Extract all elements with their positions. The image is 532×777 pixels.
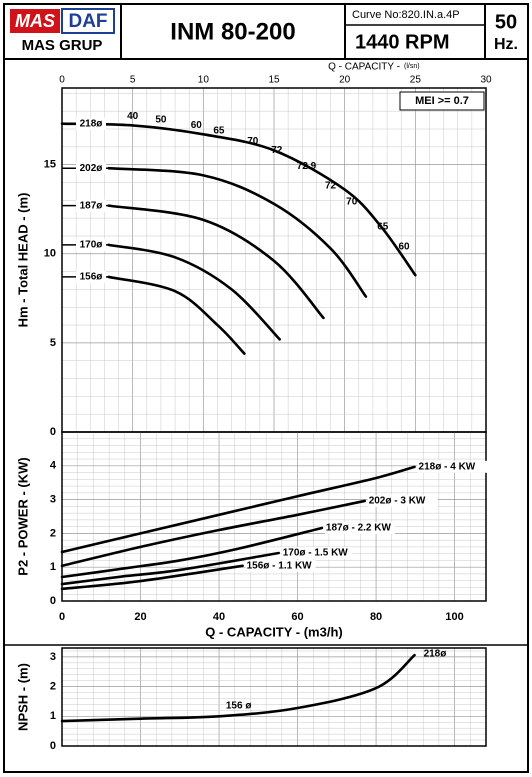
series-label: 170ø - 1.5 KW — [283, 548, 349, 559]
y-tick-label: 2 — [50, 527, 56, 539]
plot-frame — [61, 431, 487, 602]
badge: MEI >= 0.7 — [415, 95, 469, 107]
series-label: 202ø - 3 KW — [369, 496, 426, 507]
x-tick-label: 15 — [268, 75, 280, 86]
x-axis-unit: (l/sn) — [404, 63, 420, 70]
y-tick-label: 2 — [50, 681, 56, 693]
curve — [60, 653, 416, 723]
series-label: 187ø - 2.2 KW — [326, 523, 392, 534]
brand-right-box — [61, 8, 115, 34]
label-bg — [417, 460, 488, 473]
x-tick-label: 80 — [370, 611, 382, 623]
y-tick-label: 1 — [50, 710, 56, 722]
y-tick-label: 0 — [50, 595, 56, 607]
curve — [60, 122, 417, 277]
x-tick-label: 100 — [445, 611, 463, 623]
x-axis-label: Q - CAPACITY - (m3/h) — [205, 624, 342, 639]
curve — [60, 526, 324, 579]
label-bg — [76, 238, 106, 251]
y-tick-label: 3 — [50, 651, 56, 663]
efficiency-label: 50 — [155, 115, 167, 126]
label-bg — [76, 270, 106, 283]
hz-value: 50 — [495, 11, 517, 33]
efficiency-label: 60 — [191, 120, 203, 131]
y-tick-label: 1 — [50, 561, 56, 573]
brand-right: DAF — [68, 11, 107, 32]
curve — [107, 275, 246, 355]
efficiency-label: 72.9 — [297, 161, 317, 172]
series-label: 218ø - 4 KW — [419, 461, 476, 472]
efficiency-label: 70 — [346, 197, 358, 208]
hz-unit: Hz. — [494, 36, 518, 53]
x-tick-label: 0 — [59, 75, 65, 86]
y-axis-label: Hm - Total HEAD - (m) — [15, 193, 30, 328]
brand-left-box — [10, 9, 60, 33]
x-tick-label: 20 — [134, 611, 146, 623]
curve — [60, 551, 281, 586]
x-tick-label: 60 — [291, 611, 303, 623]
label-bg — [367, 494, 438, 507]
label-bg — [76, 199, 106, 212]
efficiency-label: 72 — [325, 181, 337, 192]
series-label: 218ø — [80, 118, 104, 129]
badge-box — [399, 91, 485, 111]
efficiency-label: 72 — [271, 145, 283, 156]
curve — [107, 243, 281, 341]
x-tick-label: 30 — [480, 75, 492, 86]
efficiency-label: 40 — [127, 111, 139, 122]
efficiency-label: 65 — [377, 222, 389, 233]
brand-bottom: MAS GRUP — [22, 37, 103, 54]
efficiency-label: 60 — [398, 241, 410, 252]
brand-left: MAS — [15, 11, 55, 31]
label-bg — [245, 559, 316, 572]
x-tick-label: 0 — [59, 611, 65, 623]
x-tick-label: 25 — [410, 75, 422, 86]
curve — [107, 204, 325, 320]
curve — [60, 465, 416, 554]
x-axis-label: Q - CAPACITY - — [328, 62, 400, 73]
y-tick-label: 5 — [50, 337, 56, 349]
efficiency-label: 65 — [213, 125, 225, 136]
curve — [107, 166, 368, 298]
title: INM 80-200 — [170, 18, 295, 45]
y-axis-label: P2 - POWER - (KW) — [15, 457, 30, 575]
label-bg — [324, 521, 395, 534]
series-label: 156ø - 1.1 KW — [247, 560, 313, 571]
label-bg — [76, 117, 106, 130]
series-label: 170ø — [80, 239, 104, 250]
y-tick-label: 3 — [50, 494, 56, 506]
curve-no: Curve No:820.IN.a.4P — [352, 9, 460, 21]
series-label: 187ø — [80, 200, 104, 211]
series-label: 156ø — [80, 272, 104, 283]
rpm: 1440 RPM — [355, 31, 450, 53]
y-axis-label: NPSH - (m) — [15, 663, 30, 731]
series-label: 202ø — [80, 163, 104, 174]
y-tick-label: 4 — [50, 460, 57, 472]
x-tick-label: 20 — [339, 75, 351, 86]
plot-frame — [61, 647, 487, 747]
label-bg — [281, 547, 352, 560]
y-tick-label: 15 — [44, 159, 56, 171]
curve — [60, 564, 244, 591]
curve — [60, 499, 366, 568]
y-tick-label: 10 — [44, 248, 56, 260]
x-tick-label: 5 — [130, 75, 136, 86]
annotation: 218ø — [424, 649, 448, 660]
efficiency-label: 70 — [247, 136, 259, 147]
y-tick-label: 0 — [50, 740, 56, 752]
label-bg — [76, 162, 106, 175]
frame — [3, 3, 529, 773]
x-tick-label: 40 — [213, 611, 225, 623]
annotation: 156 ø — [226, 701, 252, 712]
y-tick-label: 0 — [50, 426, 56, 438]
x-tick-label: 10 — [198, 75, 210, 86]
